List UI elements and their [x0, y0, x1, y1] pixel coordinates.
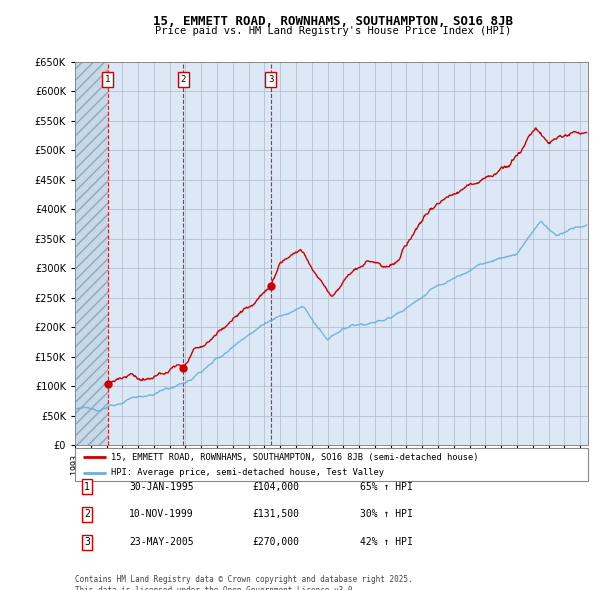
Text: 1: 1 — [105, 75, 110, 84]
Text: £104,000: £104,000 — [252, 482, 299, 491]
Text: £131,500: £131,500 — [252, 510, 299, 519]
Bar — [75, 62, 108, 445]
Text: 30-JAN-1995: 30-JAN-1995 — [129, 482, 194, 491]
Text: Contains HM Land Registry data © Crown copyright and database right 2025.
This d: Contains HM Land Registry data © Crown c… — [75, 575, 413, 590]
Text: 23-MAY-2005: 23-MAY-2005 — [129, 537, 194, 547]
Text: 1: 1 — [84, 482, 90, 491]
Text: Price paid vs. HM Land Registry's House Price Index (HPI): Price paid vs. HM Land Registry's House … — [155, 26, 511, 36]
Text: 42% ↑ HPI: 42% ↑ HPI — [360, 537, 413, 547]
Text: 3: 3 — [268, 75, 273, 84]
Text: 15, EMMETT ROAD, ROWNHAMS, SOUTHAMPTON, SO16 8JB (semi-detached house): 15, EMMETT ROAD, ROWNHAMS, SOUTHAMPTON, … — [111, 453, 478, 462]
Text: 30% ↑ HPI: 30% ↑ HPI — [360, 510, 413, 519]
Text: 3: 3 — [84, 537, 90, 547]
Text: 65% ↑ HPI: 65% ↑ HPI — [360, 482, 413, 491]
Text: 15, EMMETT ROAD, ROWNHAMS, SOUTHAMPTON, SO16 8JB: 15, EMMETT ROAD, ROWNHAMS, SOUTHAMPTON, … — [153, 15, 513, 28]
Text: 10-NOV-1999: 10-NOV-1999 — [129, 510, 194, 519]
Text: 2: 2 — [84, 510, 90, 519]
Text: £270,000: £270,000 — [252, 537, 299, 547]
Text: 2: 2 — [181, 75, 186, 84]
Text: HPI: Average price, semi-detached house, Test Valley: HPI: Average price, semi-detached house,… — [111, 468, 384, 477]
